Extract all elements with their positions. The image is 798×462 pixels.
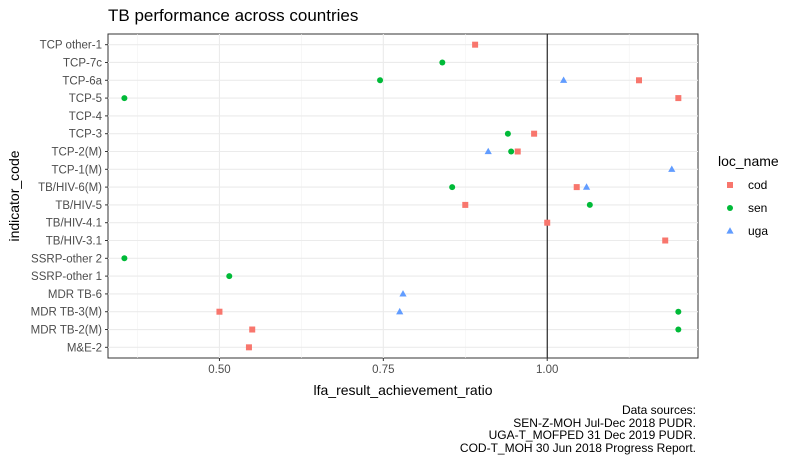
point-sen bbox=[377, 77, 384, 84]
point-sen bbox=[449, 184, 456, 191]
point-uga bbox=[582, 183, 591, 190]
point-cod bbox=[675, 95, 682, 102]
point-cod bbox=[544, 219, 551, 226]
point-sen bbox=[586, 201, 593, 208]
legend-label-cod: cod bbox=[748, 178, 767, 192]
y-tick-label: TCP-4 bbox=[69, 111, 103, 123]
y-tick-label: MDR TB-3(M) bbox=[31, 307, 103, 319]
point-sen bbox=[439, 59, 446, 66]
y-tick-label: SSRP-other 1 bbox=[31, 271, 102, 283]
x-tick-label: 1.00 bbox=[536, 364, 558, 376]
point-uga bbox=[399, 290, 407, 297]
y-tick-label: M&E-2 bbox=[67, 342, 102, 354]
y-tick-label: TCP-6a bbox=[62, 75, 102, 87]
point-cod bbox=[472, 41, 479, 48]
y-tick-label: TB/HIV-5 bbox=[55, 200, 102, 212]
y-tick-label: TCP-5 bbox=[69, 93, 102, 105]
point-cod bbox=[462, 201, 469, 208]
point-sen bbox=[226, 273, 233, 280]
point-cod bbox=[531, 130, 538, 137]
legend-key-cod bbox=[727, 182, 733, 188]
data-points bbox=[121, 41, 682, 351]
point-uga bbox=[560, 76, 568, 83]
y-tick-label: TB/HIV-3.1 bbox=[46, 236, 102, 248]
point-uga bbox=[668, 165, 676, 172]
caption-line: UGA-T_MOFPED 31 Dec 2019 PUDR. bbox=[488, 428, 696, 442]
legend: loc_name cod sen uga bbox=[718, 153, 779, 238]
y-tick-label: TB/HIV-4.1 bbox=[46, 218, 102, 230]
y-tick-label: SSRP-other 2 bbox=[31, 253, 102, 265]
legend-label-sen: sen bbox=[748, 201, 767, 215]
y-tick-labels: TCP other-1 TCP-7c TCP-6a TCP-5 TCP-4 TCP-3 TC… bbox=[31, 40, 108, 354]
y-tick-label: MDR TB-6 bbox=[48, 289, 102, 301]
point-sen bbox=[675, 308, 682, 315]
y-tick-label: TB/HIV-6(M) bbox=[38, 182, 102, 194]
data-source-caption: Data sources: SEN-Z-MOH Jul-Dec 2018 PUD… bbox=[460, 404, 696, 454]
x-tick-label: 0.75 bbox=[372, 364, 394, 376]
point-cod bbox=[662, 237, 669, 244]
x-tick-labels: 0.50 0.75 1.00 bbox=[208, 358, 558, 376]
point-sen bbox=[504, 130, 511, 137]
y-tick-label: TCP other-1 bbox=[40, 40, 102, 52]
chart-title: TB performance across countries bbox=[108, 6, 359, 25]
point-cod bbox=[249, 326, 256, 333]
legend-title: loc_name bbox=[718, 153, 779, 169]
point-cod bbox=[245, 344, 252, 351]
plot-panel bbox=[107, 33, 699, 359]
legend-label-uga: uga bbox=[748, 224, 768, 238]
point-uga bbox=[484, 147, 492, 155]
point-cod bbox=[636, 77, 642, 84]
y-tick-label: TCP-3 bbox=[69, 129, 102, 141]
caption-line: SEN-Z-MOH Jul-Dec 2018 PUDR. bbox=[513, 415, 696, 430]
legend-key-sen bbox=[727, 205, 733, 211]
point-cod bbox=[216, 308, 223, 315]
y-tick-label: TCP-7c bbox=[63, 57, 102, 69]
legend-key-uga bbox=[726, 227, 734, 234]
y-axis-title: indicator_code bbox=[6, 150, 22, 241]
point-cod bbox=[514, 148, 521, 155]
x-axis-title: lfa_result_achievement_ratio bbox=[314, 382, 493, 398]
point-sen bbox=[508, 148, 515, 155]
y-tick-label: TCP-2(M) bbox=[52, 146, 103, 158]
caption-line: COD-T_MOH 30 Jun 2018 Progress Report. bbox=[459, 440, 696, 455]
point-sen bbox=[675, 326, 682, 333]
point-sen bbox=[121, 255, 128, 262]
y-tick-label: MDR TB-2(M) bbox=[31, 325, 103, 337]
point-uga bbox=[396, 307, 404, 315]
caption-line: Data sources: bbox=[621, 403, 696, 417]
y-tick-label: TCP-1(M) bbox=[52, 164, 103, 176]
point-cod bbox=[573, 184, 580, 191]
point-sen bbox=[121, 95, 128, 102]
grid-lines bbox=[108, 34, 698, 358]
x-tick-label: 0.50 bbox=[208, 364, 230, 376]
